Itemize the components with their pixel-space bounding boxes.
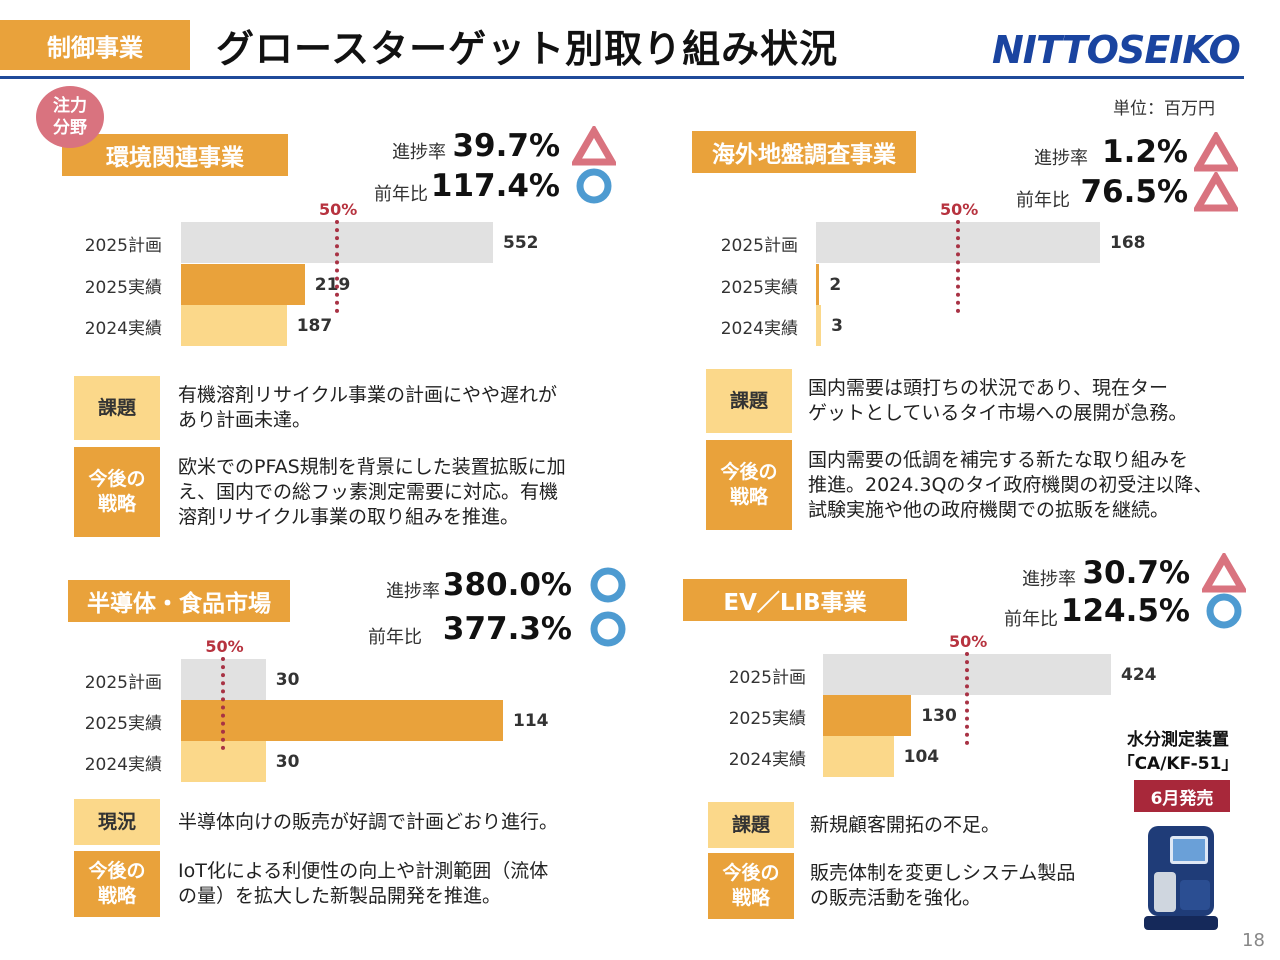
data-label: 3 — [831, 316, 843, 336]
yoy-value: 377.3% — [442, 611, 572, 647]
product-name: 水分測定装置 「CA/KF-51」 — [1117, 730, 1239, 774]
header-rule — [0, 76, 1244, 79]
note-text: 国内需要は頭打ちの状況であり、現在ター ゲットとしているタイ市場への展開が急務。 — [808, 377, 1188, 424]
data-label: 30 — [275, 670, 300, 690]
bar — [823, 736, 894, 777]
data-label: 2 — [829, 275, 842, 295]
progress-value: 39.7% — [452, 128, 560, 164]
yoy-label: 前年比 — [1004, 609, 1058, 630]
note-label: 今後の 戦略 — [706, 440, 792, 530]
data-label: 104 — [903, 747, 940, 767]
triangle-icon — [1191, 130, 1241, 172]
circle-icon — [586, 609, 630, 649]
category-label: 2024実績 — [84, 755, 162, 775]
category-label: 2024実績 — [84, 319, 162, 339]
progress-label: 進捗率 — [1034, 148, 1088, 169]
page-title: グロースターゲット別取り組み状況 — [216, 27, 839, 71]
reference-line-label: 50% — [949, 632, 988, 651]
focus-area-badge: 注力 分野 — [36, 86, 104, 148]
reference-line-50pct — [335, 220, 339, 313]
company-logo: NITTOSEIKO — [992, 28, 1241, 72]
data-label: 187 — [296, 316, 333, 336]
note-text: 国内需要の低調を補完する新たな取り組みを 推進。2024.3Qのタイ政府機関の初… — [808, 448, 1213, 521]
circle-icon — [586, 565, 630, 605]
progress-label: 進捗率 — [1022, 569, 1076, 590]
reference-line-50pct — [956, 220, 960, 313]
data-label: 424 — [1121, 665, 1157, 685]
release-badge: 6月発売 — [1134, 780, 1230, 812]
note-text: 新規顧客開拓の不足。 — [810, 813, 1001, 836]
note-label: 課題 — [708, 802, 794, 848]
bar — [816, 305, 822, 346]
bar — [181, 700, 503, 741]
section-title: 海外地盤調査事業 — [692, 131, 916, 173]
category-label: 2025計画 — [720, 236, 798, 256]
segment-tag: 制御事業 — [0, 20, 190, 70]
triangle-icon — [569, 124, 619, 166]
bar — [816, 264, 820, 305]
reference-line-50pct — [965, 652, 969, 745]
progress-label: 進捗率 — [386, 581, 440, 602]
data-label: 130 — [921, 706, 957, 726]
circle-icon — [572, 166, 616, 206]
category-label: 2025実績 — [720, 278, 798, 298]
note-label: 現況 — [74, 799, 160, 845]
note-label: 課題 — [74, 376, 160, 440]
bar — [181, 264, 305, 305]
reference-line-label: 50% — [319, 200, 358, 219]
note-label: 課題 — [706, 369, 792, 433]
page-number: 18 — [1242, 930, 1265, 951]
yoy-value: 124.5% — [1060, 593, 1190, 629]
bar — [823, 695, 912, 736]
section-title: 環境関連事業 — [62, 134, 288, 176]
yoy-label: 前年比 — [368, 627, 422, 648]
data-label: 30 — [275, 752, 300, 772]
note-text: 欧米でのPFAS規制を背景にした装置拡販に加 え、国内での総フッ素測定需要に対応… — [178, 455, 566, 528]
category-label: 2025計画 — [84, 673, 162, 693]
note-label: 今後の 戦略 — [74, 851, 160, 917]
section-title: 半導体・食品市場 — [68, 580, 290, 622]
note-text: IoT化による利便性の向上や計測範囲（流体 の量）を拡大した新製品開発を推進。 — [178, 860, 549, 907]
category-label: 2025計画 — [728, 668, 806, 688]
note-text: 半導体向けの販売が好調で計画どおり進行。 — [178, 810, 559, 833]
reference-line-label: 50% — [205, 637, 244, 656]
progress-value: 380.0% — [442, 567, 572, 603]
circle-icon — [1202, 591, 1246, 631]
category-label: 2025実績 — [84, 278, 162, 298]
progress-value: 1.2% — [1102, 134, 1188, 170]
section-title: EV／LIB事業 — [683, 579, 907, 621]
note-text: 販売体制を変更しシステム製品 の販売活動を強化。 — [810, 862, 1076, 909]
data-label: 552 — [503, 233, 539, 253]
yoy-value: 76.5% — [1080, 174, 1188, 210]
reference-line-label: 50% — [940, 200, 979, 219]
category-label: 2025計画 — [84, 236, 162, 256]
note-label: 今後の 戦略 — [708, 853, 794, 919]
reference-line-50pct — [221, 657, 226, 750]
category-label: 2024実績 — [728, 750, 806, 770]
yoy-label: 前年比 — [374, 184, 428, 205]
data-label: 219 — [314, 275, 351, 295]
yoy-value: 117.4% — [430, 168, 560, 204]
yoy-label: 前年比 — [1016, 190, 1070, 211]
note-label: 今後の 戦略 — [74, 447, 160, 537]
triangle-icon — [1191, 170, 1241, 212]
bar — [181, 305, 287, 346]
progress-value: 30.7% — [1082, 555, 1190, 591]
data-label: 168 — [1110, 233, 1146, 253]
note-text: 有機溶剤リサイクル事業の計画にやや遅れが あり計画未達。 — [178, 384, 558, 431]
category-label: 2025実績 — [728, 709, 806, 729]
product-image — [1140, 822, 1222, 934]
unit-label: 単位：百万円 — [1113, 99, 1215, 119]
category-label: 2025実績 — [84, 714, 162, 734]
category-label: 2024実績 — [720, 319, 798, 339]
data-label: 114 — [513, 711, 549, 731]
triangle-icon — [1199, 551, 1249, 593]
progress-label: 進捗率 — [392, 142, 446, 163]
